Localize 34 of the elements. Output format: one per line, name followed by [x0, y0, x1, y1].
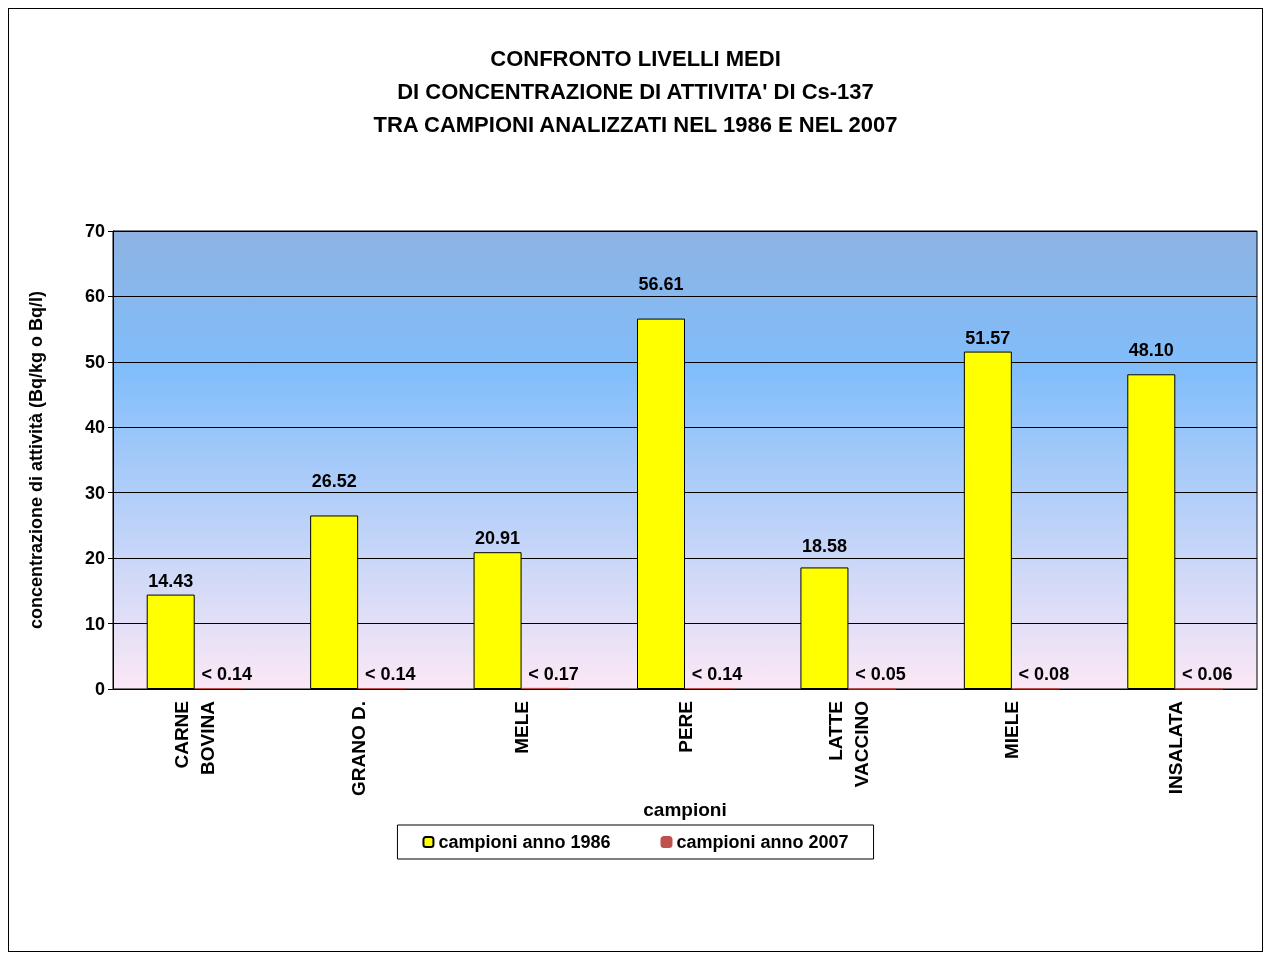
- data-label: 14.43: [148, 570, 194, 591]
- x-tick-label: CARNE BOVINA: [171, 700, 219, 775]
- y-tick-label: 30: [84, 482, 105, 503]
- data-label: 20.91: [475, 528, 521, 549]
- x-tick-label: INSALATA: [1164, 700, 1186, 795]
- data-label: 48.10: [1128, 339, 1174, 360]
- x-axis-title: campioni: [643, 798, 727, 820]
- legend-label: campioni anno 2007: [676, 832, 849, 852]
- y-tick-label: 10: [84, 613, 105, 634]
- y-tick-label: 40: [84, 417, 105, 438]
- data-label: < 0.17: [528, 663, 579, 684]
- y-axis-title: concentrazione di attività (Bq/kg o Bq/l): [26, 290, 46, 630]
- data-label: 26.52: [311, 470, 357, 491]
- y-tick-label: 20: [84, 548, 105, 569]
- data-label: < 0.05: [855, 664, 906, 685]
- data-label: 56.61: [638, 274, 684, 295]
- x-tick-label: MIELE: [1001, 701, 1023, 760]
- y-tick-label: 0: [94, 679, 105, 699]
- data-label: 51.57: [965, 327, 1011, 348]
- chart-title: CONFRONTO LIVELLI MEDI DI CONCENTRAZIONE DI ATTIVITA' DI Cs-137 TRA CAMPIONI ANALIZZATI NEL 1986 E NEL 2007: [373, 46, 898, 137]
- legend-label: campioni anno 1986: [438, 832, 611, 852]
- x-tick-label: LATTE VACCINO: [824, 701, 872, 788]
- data-label: < 0.14: [364, 664, 416, 685]
- y-tick-label: 60: [84, 286, 105, 307]
- data-label: 18.58: [801, 536, 847, 557]
- data-label: < 0.14: [691, 664, 743, 685]
- data-label: < 0.14: [201, 664, 252, 685]
- y-tick-label: 70: [84, 221, 105, 241]
- x-tick-label: PERE: [674, 701, 696, 753]
- x-tick-label: MELE: [511, 701, 533, 754]
- y-tick-label: 50: [84, 351, 105, 372]
- data-label: < 0.06: [1182, 664, 1233, 685]
- x-tick-label: GRANO D.: [347, 701, 369, 796]
- data-label: < 0.08: [1018, 664, 1070, 685]
